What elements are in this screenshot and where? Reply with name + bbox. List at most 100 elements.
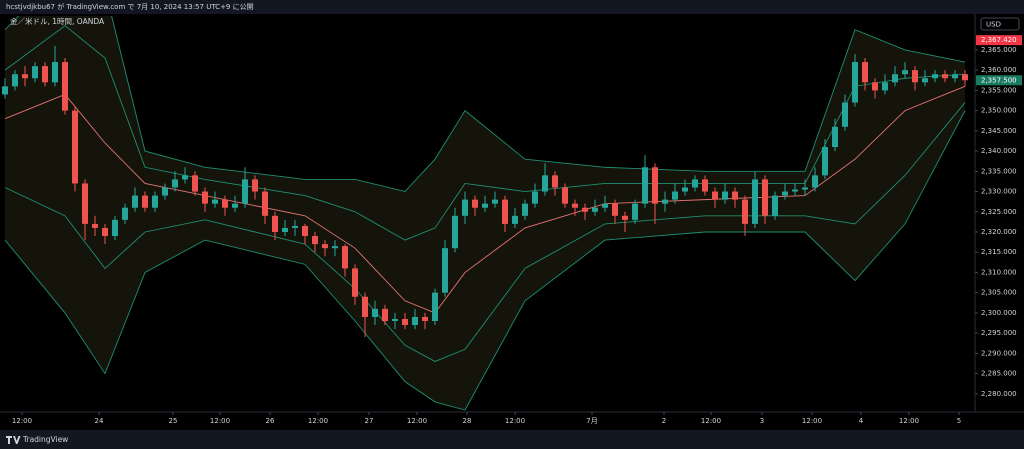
candle-body [772, 195, 778, 216]
candle-body [172, 179, 178, 188]
y-tick-label: 2,345.000 [981, 127, 1017, 135]
x-tick-label: 24 [95, 417, 104, 425]
candle-body [892, 74, 898, 83]
x-tick-label: 3 [760, 417, 764, 425]
candle-body [652, 167, 658, 204]
candle-body [712, 191, 718, 200]
x-tick-label: 12:00 [505, 417, 525, 425]
candle-body [482, 203, 488, 208]
candle-body [602, 203, 608, 208]
candle-body [2, 86, 8, 95]
candle-body [212, 199, 218, 204]
candle-body [812, 175, 818, 188]
candle-body [612, 203, 618, 216]
candle-body [272, 215, 278, 232]
x-tick-label: 12:00 [802, 417, 822, 425]
candle-body [392, 318, 398, 321]
y-tick-label: 2,330.000 [981, 188, 1017, 196]
x-tick-label: 2 [662, 417, 666, 425]
footer-bar [0, 430, 1024, 449]
candle-body [682, 187, 688, 192]
candle-body [842, 102, 848, 127]
y-tick-label: 2,355.000 [981, 86, 1017, 94]
currency-box[interactable] [980, 17, 1020, 31]
candle-body [342, 246, 348, 269]
y-tick-label: 2,295.000 [981, 329, 1017, 337]
candle-body [52, 62, 58, 83]
candle-body [572, 203, 578, 208]
candle-body [442, 248, 448, 293]
band-line [4, 25, 966, 241]
candle-body [302, 225, 308, 237]
candle-body [362, 296, 368, 317]
candle-body [182, 175, 188, 180]
candle-body [862, 62, 868, 83]
x-tick-label: 12:00 [407, 417, 427, 425]
candle-body [782, 191, 788, 196]
candle-body [882, 82, 888, 91]
candle-body [632, 203, 638, 220]
candle-body [472, 199, 478, 208]
y-tick-label: 2,340.000 [981, 147, 1017, 155]
candle-body [22, 74, 28, 79]
y-tick-label: 2,280.000 [981, 390, 1017, 398]
band-line [4, 16, 966, 193]
y-tick-label: 2,290.000 [981, 349, 1017, 357]
candle-body [262, 191, 268, 216]
candle-body [822, 147, 828, 176]
x-tick-label: 26 [266, 417, 275, 425]
candle-body [222, 199, 228, 208]
x-tick-label: 5 [957, 417, 961, 425]
candle-body [282, 227, 288, 232]
candle-body [502, 199, 508, 224]
currency[interactable]: USD [986, 21, 1001, 29]
candle-body [902, 70, 908, 75]
logo [6, 436, 21, 444]
candle-body [142, 195, 148, 208]
candle-body [492, 199, 498, 204]
header-text: hcstjvdjkbu67 が TradingView.com で 7月 10,… [6, 2, 254, 11]
candle-body [432, 292, 438, 321]
candle-body [532, 191, 538, 204]
y-tick-label: 2,285.000 [981, 370, 1017, 378]
candle-body [162, 187, 168, 196]
candle-body [922, 78, 928, 83]
candle-body [352, 268, 358, 297]
candle-body [72, 110, 78, 184]
candle-body [832, 126, 838, 148]
candle-body [522, 203, 528, 216]
candle-body [742, 199, 748, 224]
y-tick-label: 2,360.000 [981, 66, 1017, 74]
candle-body [672, 191, 678, 200]
candle-body [942, 74, 948, 79]
y-tick-label: 2,315.000 [981, 248, 1017, 256]
candle-body [872, 82, 878, 91]
candle-body [762, 179, 768, 216]
x-tick-label: 27 [365, 417, 374, 425]
candle-body [622, 215, 628, 220]
candle-body [512, 215, 518, 224]
x-tick-label: 12:00 [308, 417, 328, 425]
candle-body [92, 223, 98, 228]
band-fill [5, 16, 965, 410]
candle-body [452, 215, 458, 249]
y-tick-label: 2,310.000 [981, 268, 1017, 276]
candle-body [662, 199, 668, 204]
x-tick-label: 12:00 [701, 417, 721, 425]
candle-body [192, 175, 198, 192]
candle-body [152, 195, 158, 208]
candle-body [542, 175, 548, 192]
candle-body [122, 207, 128, 220]
band-line [4, 102, 966, 362]
candle-body [102, 227, 108, 237]
candle-body [332, 246, 338, 249]
footer-text: TradingView [22, 435, 68, 444]
candle-body [402, 318, 408, 326]
x-tick-label: 12:00 [899, 417, 919, 425]
candle-body [802, 187, 808, 190]
candle-body [62, 62, 68, 111]
candle-body [32, 66, 38, 79]
candle-body [322, 244, 328, 249]
candle-body [202, 191, 208, 204]
